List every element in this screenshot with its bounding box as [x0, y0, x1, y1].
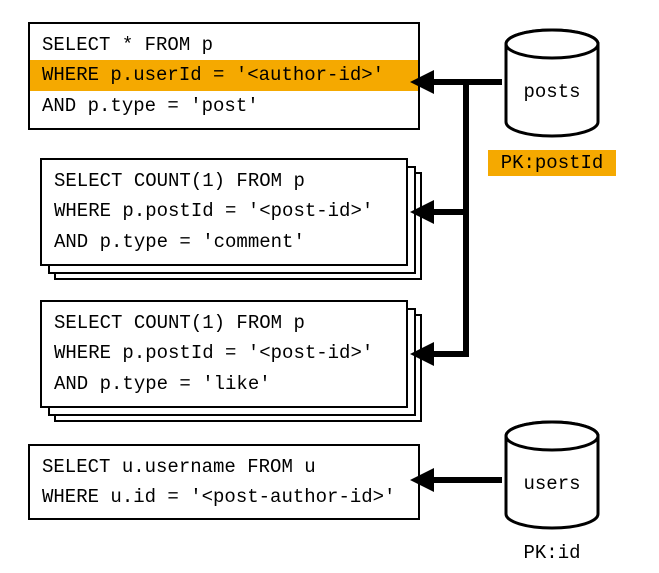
database-posts: posts	[502, 28, 602, 138]
query-line: WHERE p.postId = '<post-id>'	[54, 338, 394, 368]
query-box-comment-count: SELECT COUNT(1) FROM p WHERE p.postId = …	[40, 158, 408, 266]
query-box-like-count: SELECT COUNT(1) FROM p WHERE p.postId = …	[40, 300, 408, 408]
database-label: users	[502, 473, 602, 495]
query-line: AND p.type = 'post'	[42, 91, 406, 121]
query-line: WHERE p.postId = '<post-id>'	[54, 196, 394, 226]
database-users: users	[502, 420, 602, 530]
query-line: SELECT u.username FROM u	[42, 452, 406, 482]
query-line: WHERE u.id = '<post-author-id>'	[42, 482, 406, 512]
query-box-posts-select: SELECT * FROM p WHERE p.userId = '<autho…	[28, 22, 420, 130]
query-line: SELECT * FROM p	[42, 30, 406, 60]
query-box-username: SELECT u.username FROM u WHERE u.id = '<…	[28, 444, 420, 520]
database-label: posts	[502, 81, 602, 103]
query-line: AND p.type = 'like'	[54, 369, 394, 399]
pk-label-posts: PK:postId	[488, 150, 616, 176]
query-diagram: SELECT * FROM p WHERE p.userId = '<autho…	[0, 0, 659, 573]
query-line: SELECT COUNT(1) FROM p	[54, 166, 394, 196]
pk-label-users: PK:id	[488, 540, 616, 566]
query-line: AND p.type = 'comment'	[54, 227, 394, 257]
query-line-highlighted: WHERE p.userId = '<author-id>'	[30, 60, 418, 90]
query-line: SELECT COUNT(1) FROM p	[54, 308, 394, 338]
